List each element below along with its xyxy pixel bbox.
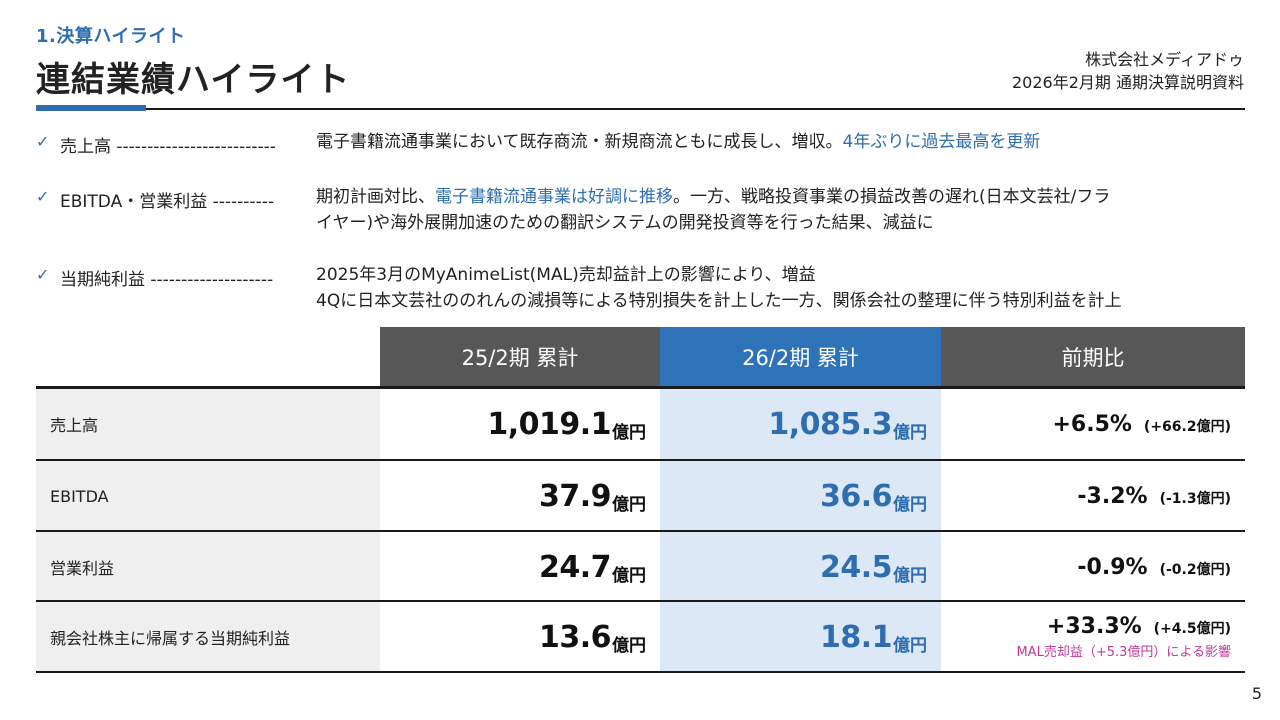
value-unit: 億円 bbox=[893, 635, 927, 656]
column-header-prev: 25/2期 累計 bbox=[380, 327, 660, 387]
table-row: 営業利益 24.7 億円 24.5 億円 -0.9% (-0.2億円) bbox=[36, 532, 1245, 602]
change-percent: -0.9% bbox=[1077, 554, 1148, 580]
value-unit: 億円 bbox=[612, 494, 646, 515]
bullet-text: 2025年3月のMyAnimeList(MAL)売却益計上の影響により、増益 bbox=[316, 265, 816, 285]
value-number: 13.6 bbox=[538, 619, 612, 655]
row-label: 親会社株主に帰属する当期純利益 bbox=[36, 602, 380, 672]
change-percent: +33.3% bbox=[1046, 614, 1142, 639]
bullet-body: 電子書籍流通事業において既存商流・新規商流ともに成長し、増収。4年ぶりに過去最高… bbox=[316, 129, 1256, 155]
value-unit: 億円 bbox=[893, 422, 927, 443]
value-number: 37.9 bbox=[538, 478, 612, 514]
table-row: 親会社株主に帰属する当期純利益 13.6 億円 18.1 億円 +33.3% (+4.… bbox=[36, 602, 1245, 672]
bullet-text: 4Qに日本文芸社ののれんの減損等による特別損失を計上した一方、関係会社の整理に伴… bbox=[316, 291, 1122, 311]
current-value: 36.6 億円 bbox=[660, 461, 941, 531]
current-value: 18.1 億円 bbox=[660, 602, 941, 672]
change-percent: +6.5% bbox=[1052, 411, 1132, 437]
bullet-text: イヤー)や海外展開加速のための翻訳システムの開発投資等を行った結果、減益に bbox=[316, 213, 934, 233]
current-value: 24.5 億円 bbox=[660, 532, 941, 602]
bullet-body: 2025年3月のMyAnimeList(MAL)売却益計上の影響により、増益 4… bbox=[316, 262, 1256, 314]
value-number: 24.7 bbox=[538, 549, 612, 585]
company-info: 株式会社メディアドゥ 2026年2月期 通期決算説明資料 bbox=[1012, 48, 1244, 94]
change-value: +33.3% (+4.5億円) MAL売却益（+5.3億円）による影響 bbox=[941, 602, 1245, 672]
change-amount: (+4.5億円) bbox=[1153, 621, 1231, 637]
bullet-text: 期初計画対比、 bbox=[316, 187, 435, 207]
bullet-text: 電子書籍流通事業において既存商流・新規商流ともに成長し、増収。 bbox=[316, 132, 843, 152]
change-amount: (+66.2億円) bbox=[1143, 418, 1231, 435]
value-number: 36.6 bbox=[819, 478, 893, 514]
prev-value: 13.6 億円 bbox=[380, 602, 660, 672]
title-rule bbox=[36, 108, 1245, 110]
prev-value: 24.7 億円 bbox=[380, 532, 660, 602]
table-header: 25/2期 累計 26/2期 累計 前期比 bbox=[380, 327, 1245, 387]
prev-value: 37.9 億円 bbox=[380, 461, 660, 531]
bullet-body: 期初計画対比、電子書籍流通事業は好調に推移。一方、戦略投資事業の損益改善の遅れ(… bbox=[316, 184, 1256, 236]
change-value: +6.5% (+66.2億円) bbox=[941, 389, 1245, 459]
bullet-text: 。一方、戦略投資事業の損益改善の遅れ(日本文芸社/フラ bbox=[673, 187, 1111, 207]
prev-value: 1,019.1 億円 bbox=[380, 389, 660, 459]
change-note: MAL売却益（+5.3億円）による影響 bbox=[1016, 645, 1231, 660]
row-rule bbox=[36, 600, 1245, 602]
page-title: 連結業績ハイライト bbox=[36, 60, 351, 100]
value-unit: 億円 bbox=[612, 635, 646, 656]
company-name: 株式会社メディアドゥ bbox=[1085, 50, 1244, 69]
row-label: EBITDA bbox=[36, 461, 380, 531]
bullet-head: 当期純利益 -------------------- bbox=[60, 270, 274, 290]
row-rule bbox=[36, 530, 1245, 532]
value-unit: 億円 bbox=[612, 565, 646, 586]
row-label: 売上高 bbox=[36, 389, 380, 459]
page-number: 5 bbox=[1251, 684, 1262, 703]
bullet-head: EBITDA・営業利益 ---------- bbox=[60, 192, 274, 212]
row-rule bbox=[36, 459, 1245, 461]
value-unit: 億円 bbox=[612, 422, 646, 443]
value-number: 1,019.1 bbox=[487, 406, 611, 442]
check-icon: ✓ bbox=[36, 187, 50, 206]
value-unit: 億円 bbox=[893, 565, 927, 586]
document-name: 2026年2月期 通期決算説明資料 bbox=[1012, 73, 1244, 92]
check-icon: ✓ bbox=[36, 132, 50, 151]
column-header-change: 前期比 bbox=[941, 327, 1245, 387]
value-number: 24.5 bbox=[819, 549, 893, 585]
value-number: 1,085.3 bbox=[768, 406, 892, 442]
change-amount: (-1.3億円) bbox=[1159, 490, 1231, 507]
section-label: 1.決算ハイライト bbox=[36, 26, 186, 47]
row-rule bbox=[36, 671, 1245, 673]
check-icon: ✓ bbox=[36, 265, 50, 284]
row-label: 営業利益 bbox=[36, 532, 380, 602]
bullet-accent-text: 電子書籍流通事業は好調に推移 bbox=[435, 187, 673, 207]
table-row: EBITDA 37.9 億円 36.6 億円 -3.2% (-1.3億円) bbox=[36, 461, 1245, 531]
current-value: 1,085.3 億円 bbox=[660, 389, 941, 459]
value-unit: 億円 bbox=[893, 494, 927, 515]
table-row: 売上高 1,019.1 億円 1,085.3 億円 +6.5% (+66.2億円) bbox=[36, 389, 1245, 459]
change-percent: -3.2% bbox=[1077, 483, 1148, 509]
header-rule bbox=[36, 386, 1245, 389]
change-value: -0.9% (-0.2億円) bbox=[941, 532, 1245, 602]
bullet-accent-text: 4年ぶりに過去最高を更新 bbox=[842, 132, 1041, 152]
change-value: -3.2% (-1.3億円) bbox=[941, 461, 1245, 531]
change-amount: (-0.2億円) bbox=[1159, 561, 1231, 578]
bullet-head: 売上高 -------------------------- bbox=[60, 137, 276, 157]
column-header-current: 26/2期 累計 bbox=[660, 327, 941, 387]
title-accent-bar bbox=[36, 105, 146, 111]
value-number: 18.1 bbox=[819, 619, 893, 655]
